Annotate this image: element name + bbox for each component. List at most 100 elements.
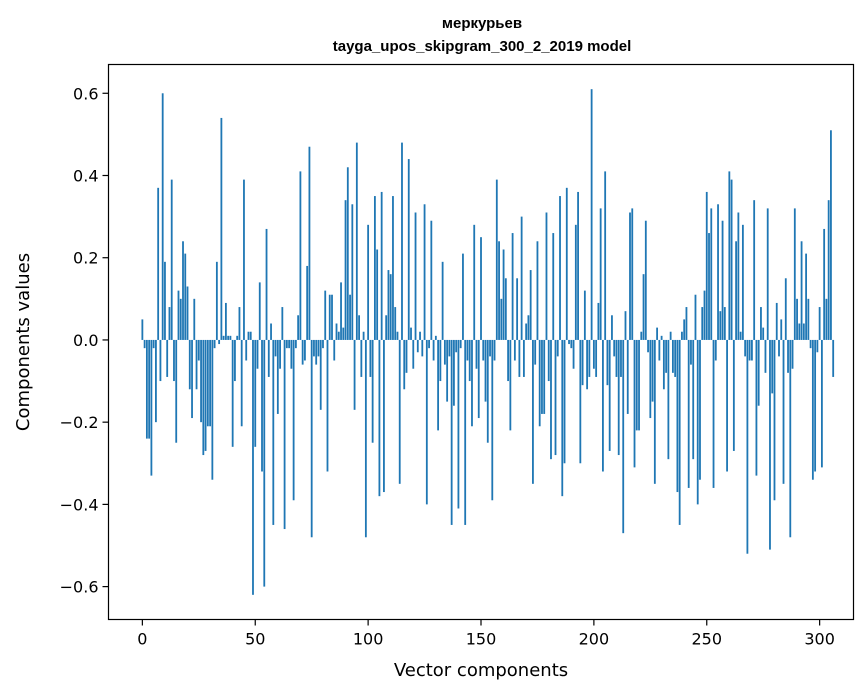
bar-139: [455, 339, 458, 353]
x-tick-label: 150: [466, 630, 497, 649]
bar-62: [281, 307, 284, 340]
bar-292: [800, 241, 803, 340]
bar-252: [710, 208, 713, 340]
bar-243: [690, 339, 692, 365]
bar-164: [511, 233, 514, 340]
plot-frame: [107, 63, 855, 621]
bar-257: [721, 220, 724, 340]
bar-238: [678, 339, 681, 525]
bar-41: [234, 339, 236, 382]
bar-178: [543, 339, 546, 414]
bar-19: [184, 253, 187, 340]
bar-181: [550, 339, 552, 460]
bar-245: [694, 294, 697, 340]
bar-8: [159, 339, 162, 382]
bar-283: [780, 319, 783, 340]
bar-198: [588, 339, 591, 377]
bar-219: [635, 339, 638, 431]
bar-265: [739, 331, 742, 340]
bar-241: [685, 307, 688, 340]
bar-83: [328, 294, 331, 340]
bar-172: [529, 270, 532, 340]
bar-131: [437, 339, 440, 431]
bar-174: [534, 339, 537, 365]
bar-183: [554, 339, 557, 456]
bar-197: [586, 339, 589, 390]
bar-49: [252, 339, 254, 595]
bar-263: [735, 241, 738, 340]
bar-247: [699, 339, 701, 480]
bar-32: [213, 339, 216, 349]
bar-108: [385, 315, 388, 340]
y-tick-label: 0.0: [73, 331, 98, 350]
bar-99: [364, 339, 367, 538]
bar-278: [769, 339, 771, 550]
bar-291: [798, 323, 801, 340]
bar-179: [545, 212, 548, 340]
bar-101: [369, 339, 372, 377]
bar-103: [373, 196, 376, 340]
bar-2: [145, 339, 148, 439]
y-tick-label: 0.4: [73, 167, 98, 186]
bar-276: [764, 339, 767, 373]
bar-136: [448, 339, 451, 357]
bar-64: [285, 339, 288, 349]
bar-218: [633, 339, 636, 468]
bar-207: [608, 339, 611, 451]
bar-50: [254, 339, 257, 447]
bar-217: [631, 208, 634, 340]
bar-72: [304, 339, 306, 361]
bar-57: [270, 323, 272, 340]
bar-3: [148, 339, 151, 439]
bar-190: [570, 339, 573, 349]
bar-39: [229, 335, 232, 340]
bar-266: [741, 224, 744, 340]
bar-134: [443, 339, 446, 365]
bar-151: [482, 339, 485, 361]
bar-188: [565, 187, 568, 340]
bar-147: [473, 224, 476, 340]
x-tick-label: 50: [245, 630, 265, 649]
bar-100: [367, 224, 370, 340]
x-tick-label: 0: [137, 630, 147, 649]
bar-287: [789, 339, 792, 538]
bar-119: [410, 327, 412, 340]
bar-130: [434, 335, 437, 340]
bar-93: [351, 204, 354, 340]
bar-16: [177, 290, 180, 340]
bar-248: [701, 307, 704, 340]
y-axis: −0.6 −0.4 −0.2 0.0 0.2 0.4 0.6: [60, 84, 109, 597]
bar-191: [572, 339, 575, 369]
bar-194: [579, 339, 582, 464]
bar-280: [773, 339, 776, 501]
bar-294: [805, 253, 807, 340]
bar-97: [360, 339, 363, 377]
bar-300: [818, 307, 821, 340]
bar-87: [337, 331, 340, 340]
bar-228: [656, 327, 658, 340]
bar-282: [778, 339, 780, 357]
bar-211: [617, 339, 620, 456]
y-tick-label: 0.2: [73, 249, 98, 268]
bar-92: [349, 294, 351, 340]
bar-277: [766, 208, 769, 340]
bar-264: [737, 212, 740, 340]
bar-18: [182, 241, 184, 340]
bar-166: [516, 278, 519, 340]
bar-73: [306, 265, 309, 340]
bar-222: [642, 274, 645, 340]
y-tick-label: −0.2: [60, 413, 99, 432]
bar-205: [604, 171, 607, 340]
bar-0: [141, 319, 144, 340]
bar-28: [204, 339, 207, 451]
bar-27: [202, 339, 205, 456]
bar-4: [150, 339, 153, 476]
bar-51: [256, 339, 259, 369]
bar-146: [471, 339, 473, 427]
bar-85: [333, 339, 336, 361]
bar-105: [378, 339, 381, 497]
bar-25: [197, 339, 200, 361]
bar-289: [793, 208, 796, 340]
bar-187: [563, 339, 566, 464]
